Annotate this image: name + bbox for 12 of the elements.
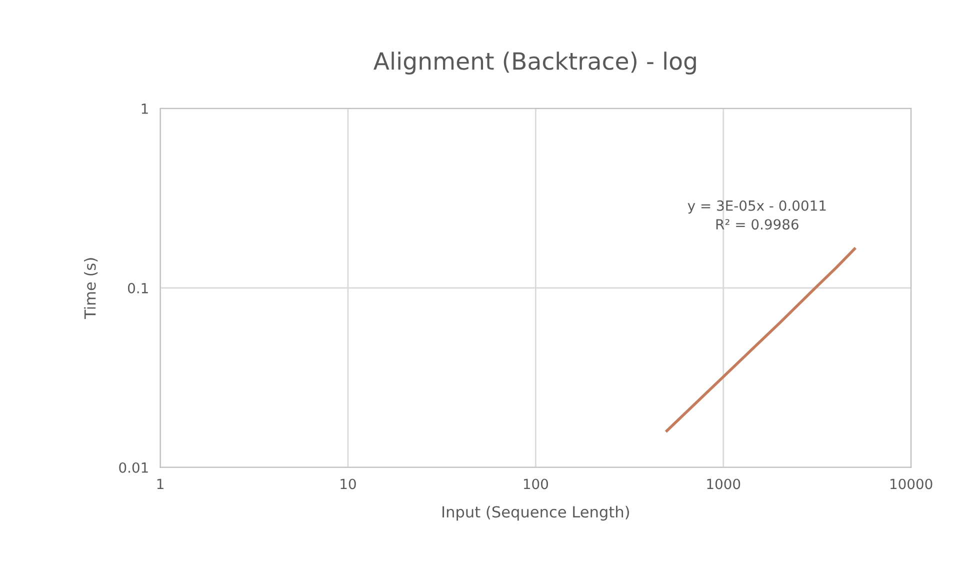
- x-tick-label: 100: [524, 478, 548, 490]
- y-axis-title: Time (s): [84, 258, 98, 320]
- y-tick-label: 1: [142, 104, 148, 114]
- x-tick-label: 1: [157, 478, 164, 490]
- x-axis-title: Input (Sequence Length): [442, 506, 629, 521]
- x-tick-label: 10: [340, 478, 356, 490]
- x-tick-label: 10000: [890, 478, 932, 490]
- x-tick-label: 1000: [707, 478, 740, 490]
- y-tick-label: 0.01: [119, 462, 148, 473]
- chart-title: Alignment (Backtrace) - log: [374, 52, 696, 74]
- y-tick-label: 0.1: [128, 282, 148, 294]
- annotation: y = 3E-05x - 0.0011 R² = 0.9986: [688, 200, 826, 230]
